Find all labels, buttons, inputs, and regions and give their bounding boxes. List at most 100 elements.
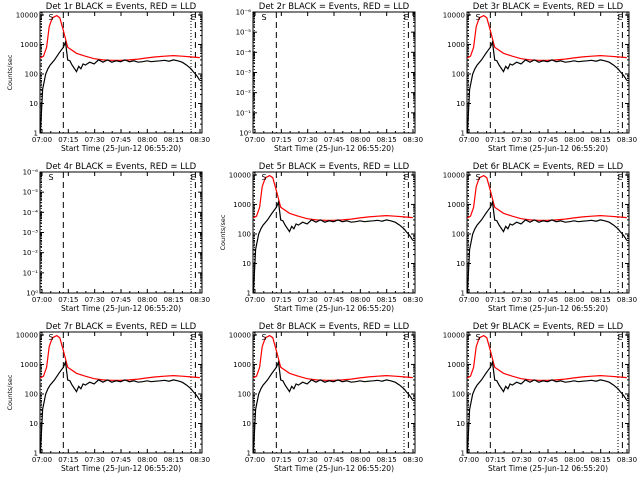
x-axis-label: Start Time (25-Jun-12 06:55:20) (488, 144, 608, 153)
x-tick-label: 07:00 (245, 136, 265, 144)
x-tick-label: 07:15 (58, 296, 78, 304)
x-tick-label: 07:45 (538, 456, 558, 464)
x-tick-label: 07:30 (512, 296, 532, 304)
x-tick-label: 08:30 (617, 136, 637, 144)
x-tick-label: 07:30 (298, 136, 318, 144)
y-tick-label: 1 (461, 450, 465, 458)
panel-det-6: Det 6r BLACK = Events, RED = LLD 07:00 07:… (443, 162, 637, 313)
events-series-line (253, 199, 414, 293)
y-tick-label: 1000 (233, 361, 251, 369)
events-series-line (467, 359, 628, 453)
x-tick-label: 08:00 (350, 136, 370, 144)
marker-s: S (475, 173, 480, 182)
x-tick-label: 07:30 (85, 456, 105, 464)
x-tick-label: 07:00 (32, 456, 52, 464)
y-tick-label: 1 (461, 130, 465, 138)
x-tick-label: 07:15 (271, 136, 291, 144)
marker-s: S (475, 13, 480, 22)
y-tick-label: 10⁻⁴ (236, 49, 252, 57)
panel-title: Det 3r BLACK = Events, RED = LLD (473, 2, 624, 12)
y-tick-label: 1000 (233, 201, 251, 209)
lld-series-line (40, 14, 200, 61)
lld-series-line (253, 174, 413, 221)
x-axis-label: Start Time (25-Jun-12 06:55:20) (488, 464, 608, 473)
panel-title: Det 9r BLACK = Events, RED = LLD (473, 322, 624, 332)
x-tick-label: 08:30 (403, 136, 423, 144)
plot-content (40, 172, 196, 293)
events-series-line (467, 39, 628, 133)
y-tick-label: 10000 (443, 11, 465, 19)
y-tick-label: 1000 (447, 41, 465, 49)
y-tick-label: 10 (456, 260, 465, 268)
marker-e: E (191, 173, 196, 182)
x-tick-label: 07:45 (324, 136, 344, 144)
plot-frame (252, 11, 416, 134)
lld-series-line (467, 14, 627, 61)
y-tick-label: 10000 (443, 171, 465, 179)
x-tick-label: 07:30 (298, 296, 318, 304)
plot-content (253, 12, 409, 133)
y-tick-label: 10⁻¹ (236, 109, 252, 117)
x-tick-label: 07:45 (111, 456, 131, 464)
x-tick-label: 08:15 (164, 136, 184, 144)
y-tick-label: 1000 (447, 201, 465, 209)
plot-frame (466, 171, 630, 294)
y-tick-label: 100 (238, 390, 251, 398)
x-tick-label: 07:00 (245, 456, 265, 464)
x-tick-label: 07:30 (512, 456, 532, 464)
y-tick-label: 10000 (443, 331, 465, 339)
x-tick-label: 08:30 (617, 456, 637, 464)
y-tick-label: 10 (242, 260, 251, 268)
x-tick-label: 07:30 (85, 136, 105, 144)
x-tick-label: 07:00 (245, 296, 265, 304)
marker-s: S (475, 333, 480, 342)
panel-title: Det 7r BLACK = Events, RED = LLD (46, 322, 197, 332)
y-tick-label: 10⁻⁴ (23, 209, 39, 217)
plot-frame (252, 171, 416, 294)
x-tick-label: 07:45 (324, 456, 344, 464)
panel-title: Det 2r BLACK = Events, RED = LLD (259, 2, 410, 12)
marker-s: S (48, 13, 53, 22)
x-tick-label: 08:30 (403, 456, 423, 464)
x-tick-label: 08:00 (350, 296, 370, 304)
marker-s: S (261, 333, 266, 342)
x-tick-label: 08:30 (190, 296, 210, 304)
panel-det-1: Det 1r BLACK = Events, RED = LLD 07:00 07:… (6, 2, 210, 153)
y-tick-label: 10⁻² (23, 249, 39, 257)
x-axis-label: Start Time (25-Jun-12 06:55:20) (61, 464, 181, 473)
panel-title: Det 6r BLACK = Events, RED = LLD (473, 162, 624, 172)
plot-frame (39, 11, 203, 134)
plot-content (467, 12, 628, 133)
marker-e: E (618, 13, 623, 22)
y-tick-label: 10000 (229, 331, 251, 339)
panel-title: Det 5r BLACK = Events, RED = LLD (259, 162, 410, 172)
x-tick-label: 08:00 (137, 296, 157, 304)
y-tick-label: 100 (452, 390, 465, 398)
y-tick-label: 10⁰ (26, 290, 38, 298)
x-tick-label: 08:30 (617, 296, 637, 304)
events-series-line (467, 199, 628, 293)
y-axis-label: Counts/sec (6, 54, 14, 90)
y-tick-label: 1 (247, 290, 251, 298)
x-tick-label: 07:00 (459, 296, 479, 304)
events-series-line (253, 359, 414, 453)
panel-det-5: Det 5r BLACK = Events, RED = LLD 07:00 07:… (219, 162, 423, 313)
y-tick-label: 10 (456, 420, 465, 428)
x-tick-label: 08:00 (350, 456, 370, 464)
x-tick-label: 07:15 (271, 296, 291, 304)
marker-e: E (404, 173, 409, 182)
plot-content (253, 332, 414, 453)
events-series-line (40, 39, 201, 133)
x-tick-label: 08:15 (377, 296, 397, 304)
x-tick-label: 07:45 (111, 296, 131, 304)
x-axis-label: Start Time (25-Jun-12 06:55:20) (274, 464, 394, 473)
plot-frame (252, 331, 416, 454)
x-tick-label: 07:15 (58, 456, 78, 464)
y-tick-label: 100 (25, 390, 38, 398)
x-tick-label: 07:45 (111, 136, 131, 144)
x-axis-label: Start Time (25-Jun-12 06:55:20) (61, 304, 181, 313)
x-tick-label: 08:15 (164, 296, 184, 304)
x-tick-label: 07:15 (485, 296, 505, 304)
panel-title: Det 1r BLACK = Events, RED = LLD (46, 2, 197, 12)
